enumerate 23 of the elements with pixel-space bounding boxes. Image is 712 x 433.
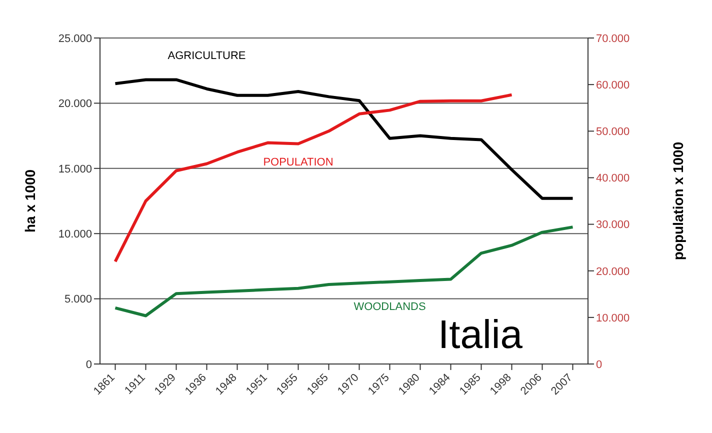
- y-tick-label: 0: [86, 358, 92, 371]
- y2-tick-label: 50.000: [596, 126, 630, 138]
- line-series: [114, 78, 574, 200]
- y-axis-title: ha x 1000: [22, 169, 38, 233]
- line-series: [114, 226, 574, 318]
- y-tick-label: 15.000: [58, 163, 92, 176]
- y-tick-label: 5.000: [64, 294, 92, 306]
- y2-tick-label: 70.000: [596, 32, 630, 45]
- series-label: WOODLANDS: [354, 300, 426, 313]
- y2-tick-label: 0: [596, 358, 602, 371]
- line-series: [114, 93, 514, 264]
- y2-tick-label: 20.000: [596, 266, 630, 278]
- series-label: POPULATION: [263, 156, 334, 169]
- y2-tick-label: 40.000: [596, 172, 630, 185]
- annotation: Italia: [438, 313, 522, 358]
- y-tick-label: 25.000: [58, 32, 92, 45]
- y2-tick-label: 10.000: [596, 312, 630, 324]
- y2-axis-title: population x 1000: [670, 142, 686, 260]
- y2-tick-label: 30.000: [596, 219, 630, 232]
- y-tick-label: 10.000: [58, 228, 92, 241]
- series-label: AGRICULTURE: [168, 50, 246, 62]
- y-tick-label: 20.000: [58, 98, 92, 110]
- y2-tick-label: 60.000: [596, 79, 630, 92]
